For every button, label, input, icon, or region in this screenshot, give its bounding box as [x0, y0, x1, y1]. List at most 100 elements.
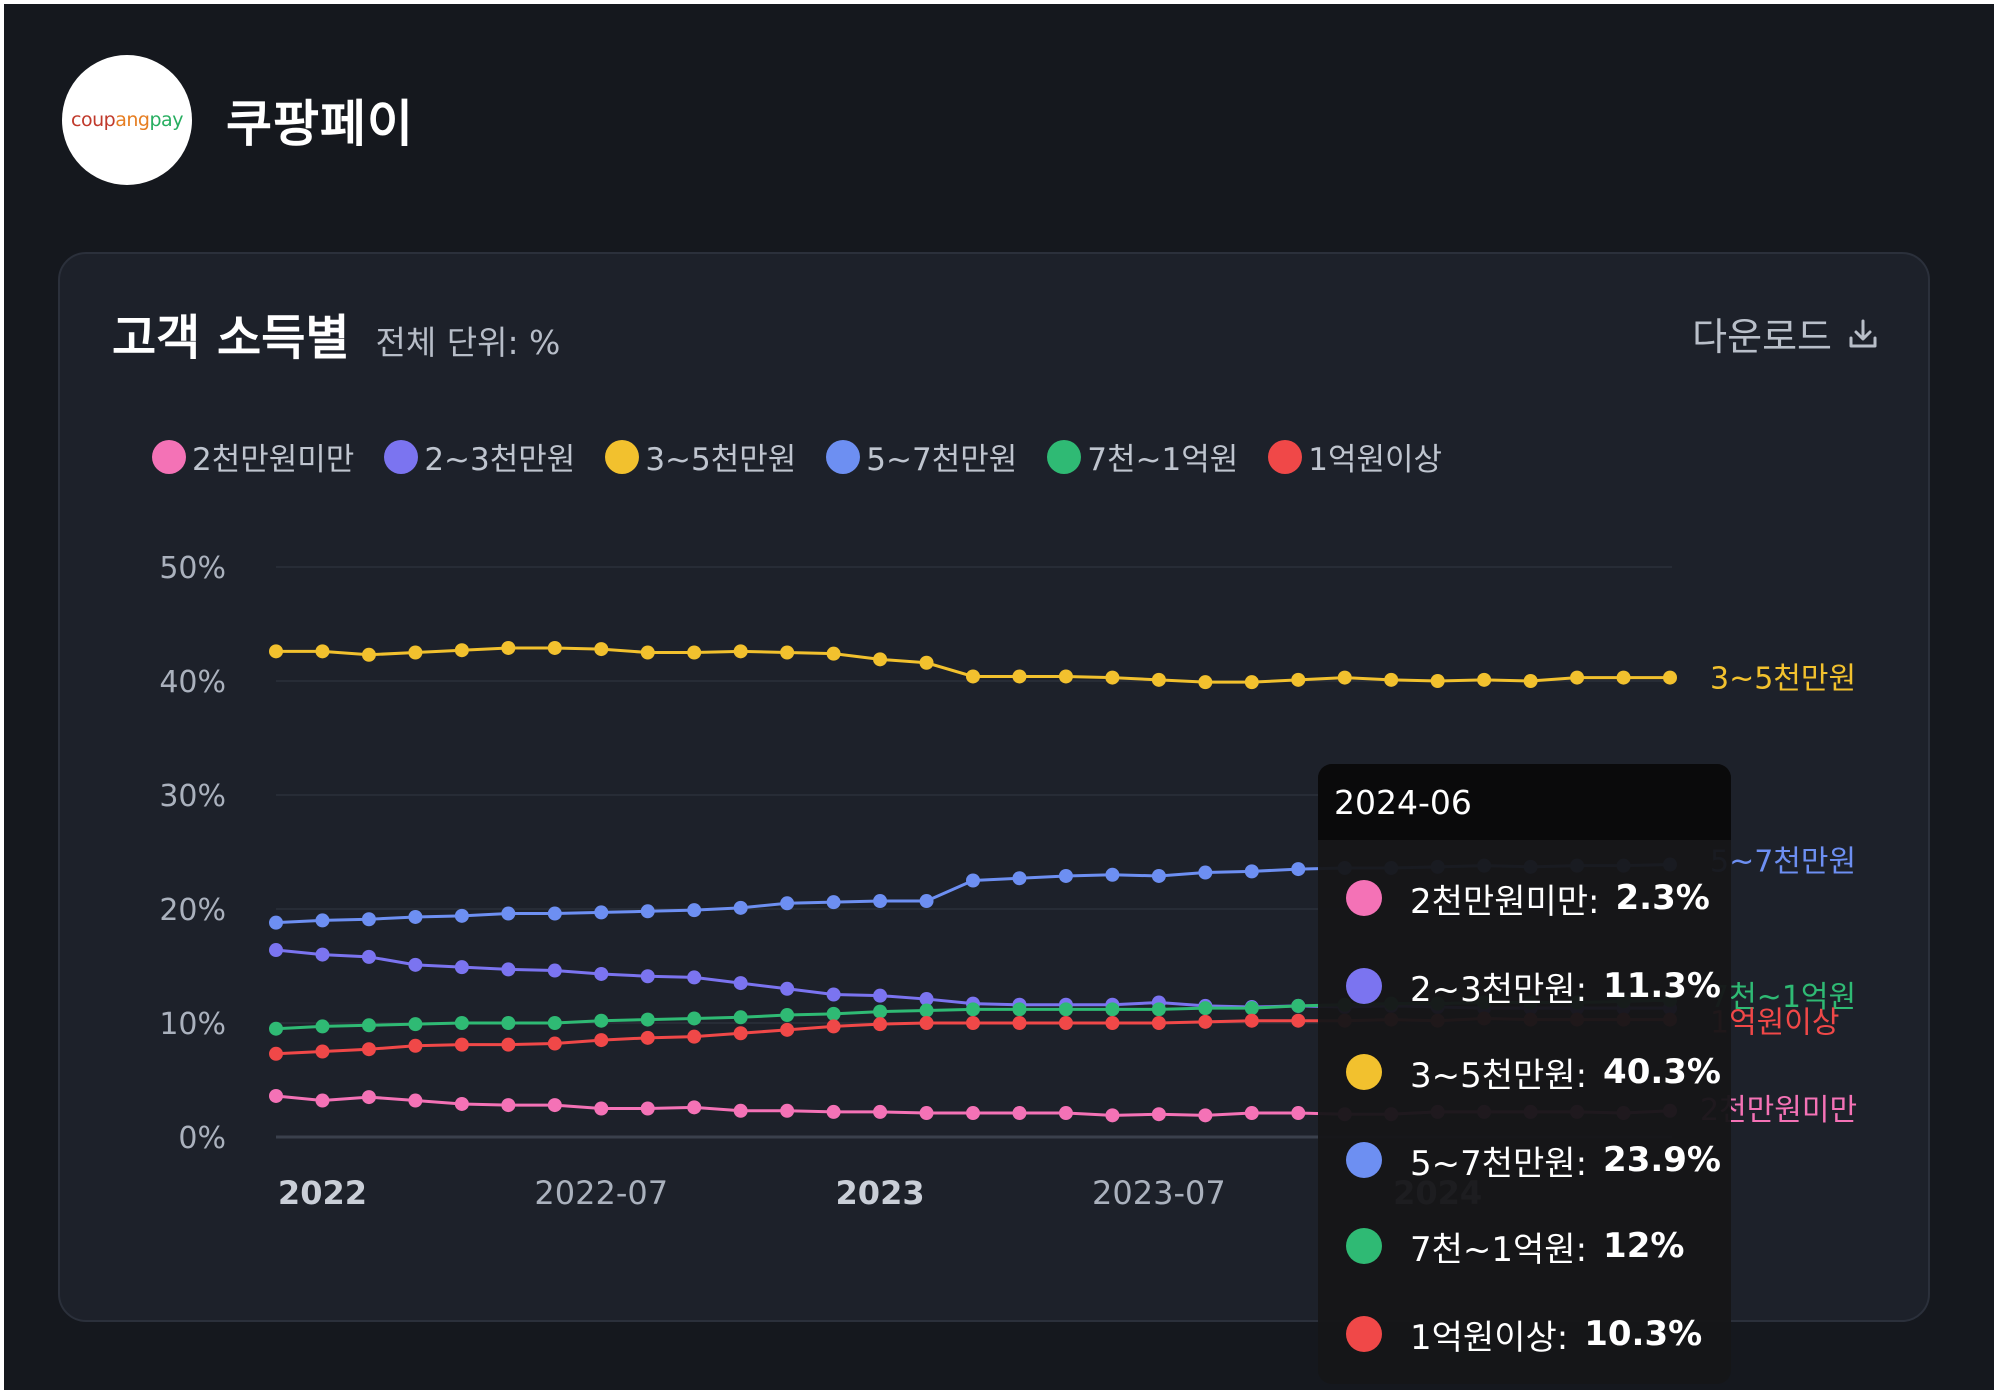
data-point: [687, 1011, 702, 1026]
legend-item[interactable]: 2~3천만원: [384, 434, 575, 479]
data-point: [501, 1016, 516, 1030]
x-tick-label: 2022: [278, 1174, 367, 1212]
header: coup ang pay 쿠팡페이: [62, 54, 414, 186]
data-point: [1012, 1002, 1027, 1017]
data-point: [454, 908, 469, 923]
data-point: [873, 1104, 888, 1119]
y-tick-label: 0%: [178, 1121, 226, 1156]
legend-item[interactable]: 1억원이상: [1268, 434, 1442, 479]
legend-dot-icon: [826, 439, 861, 474]
data-point: [361, 912, 376, 927]
data-point: [1570, 670, 1585, 685]
tooltip-value: 12%: [1603, 1226, 1685, 1266]
legend-item[interactable]: 5~7천만원: [826, 434, 1017, 479]
legend-label: 3~5천만원: [645, 442, 797, 478]
series-end-label: 3~5천만원: [1710, 662, 1856, 697]
data-point: [1244, 1106, 1259, 1121]
legend-dot-icon: [152, 439, 186, 474]
data-point: [687, 1100, 702, 1115]
tooltip-value: 40.3%: [1603, 1052, 1722, 1092]
data-point: [966, 1106, 980, 1121]
data-point: [408, 909, 423, 924]
legend-label: 2천만원미만: [192, 442, 355, 478]
data-point: [501, 906, 516, 921]
data-point: [640, 969, 655, 984]
tooltip-value: 11.3%: [1603, 966, 1722, 1006]
y-tick-label: 50%: [159, 551, 226, 586]
data-point: [269, 915, 283, 930]
data-point: [1291, 1013, 1306, 1028]
data-point: [640, 1012, 655, 1027]
tooltip-value: 2.3%: [1615, 878, 1710, 918]
data-point: [454, 643, 469, 658]
data-point: [594, 642, 609, 657]
data-point: [1244, 675, 1259, 690]
data-point: [547, 640, 562, 655]
data-point: [733, 1026, 748, 1041]
data-point: [1151, 1002, 1166, 1017]
data-point: [1151, 1016, 1166, 1030]
data-point: [1105, 1002, 1120, 1017]
data-point: [826, 1006, 841, 1021]
data-point: [454, 960, 469, 975]
data-point: [408, 645, 423, 660]
data-point: [1244, 1001, 1259, 1016]
data-point: [1291, 998, 1306, 1013]
data-point: [315, 1093, 330, 1108]
legend-dot-icon: [1268, 439, 1303, 474]
data-point: [826, 987, 841, 1002]
data-point: [687, 903, 702, 918]
tooltip-dot-icon: [1346, 968, 1382, 1004]
data-point: [361, 1018, 376, 1033]
data-point: [269, 1088, 283, 1103]
data-point: [547, 1036, 562, 1051]
data-point: [501, 1037, 516, 1052]
data-point: [454, 1037, 469, 1052]
data-point: [1663, 670, 1677, 685]
data-point: [594, 966, 609, 981]
data-point: [1058, 1016, 1073, 1030]
data-point: [1105, 670, 1120, 685]
download-button[interactable]: 다운로드: [1692, 306, 1880, 361]
tooltip-label: 7천~1억원:: [1410, 1229, 1588, 1270]
data-point: [733, 1103, 748, 1118]
tooltip-value: 23.9%: [1603, 1140, 1722, 1180]
legend-item[interactable]: 3~5천만원: [605, 434, 796, 479]
data-point: [1058, 669, 1073, 684]
card-subtitle: 전체 단위: %: [375, 323, 561, 362]
data-point: [1198, 1014, 1213, 1029]
y-tick-label: 40%: [159, 665, 226, 700]
data-point: [826, 1104, 841, 1119]
data-point: [1151, 672, 1166, 687]
data-point: [1105, 1016, 1120, 1030]
data-point: [1058, 1002, 1073, 1017]
tooltip-label: 1억원이상:: [1410, 1317, 1569, 1358]
download-label: 다운로드: [1692, 315, 1832, 359]
data-point: [361, 1042, 376, 1057]
data-point: [501, 1098, 516, 1113]
data-point: [1198, 1108, 1213, 1123]
legend-item[interactable]: 2천만원미만: [152, 434, 354, 479]
data-point: [361, 1090, 376, 1105]
data-point: [1198, 1001, 1213, 1016]
data-point: [1384, 672, 1399, 687]
data-point: [966, 669, 980, 684]
data-point: [269, 644, 283, 659]
data-point: [1523, 674, 1538, 688]
data-point: [315, 947, 330, 962]
data-point: [733, 644, 748, 659]
legend-item[interactable]: 7천~1억원: [1047, 434, 1238, 479]
tooltip-label: 2~3천만원:: [1410, 969, 1588, 1010]
data-point: [1012, 1106, 1027, 1121]
data-point: [547, 1016, 562, 1030]
data-point: [919, 992, 934, 1007]
data-point: [1058, 868, 1073, 883]
data-point: [780, 1103, 795, 1118]
data-point: [919, 1106, 934, 1121]
income-chart-card: 고객 소득별 전체 단위: % 다운로드 2천만원미만 2~3천만원 3~5천만원 5…: [58, 252, 1930, 1384]
tooltip-row: 1억원이상: 10.3%: [1346, 1304, 1702, 1364]
data-point: [780, 645, 795, 660]
tooltip-value: 10.3%: [1584, 1314, 1703, 1354]
data-point: [919, 655, 934, 670]
data-point: [733, 976, 748, 991]
